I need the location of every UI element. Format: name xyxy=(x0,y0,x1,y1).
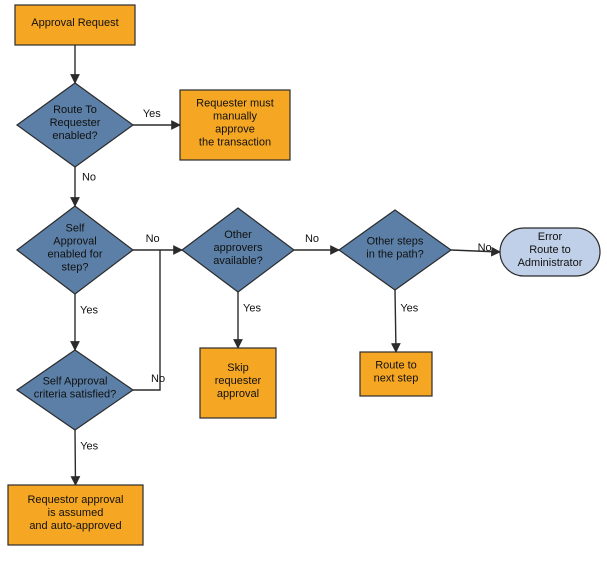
edge-label: Yes xyxy=(243,303,261,315)
svg-text:Approval Request: Approval Request xyxy=(31,17,118,29)
svg-text:Other stepsin the path?: Other stepsin the path? xyxy=(366,236,424,261)
node-start: Approval Request xyxy=(15,5,135,45)
node-d_route: Route ToRequesterenabled? xyxy=(17,83,133,167)
node-d_other_steps: Other stepsin the path? xyxy=(339,210,451,290)
edge-label: Yes xyxy=(400,303,418,315)
svg-text:Route ToRequesterenabled?: Route ToRequesterenabled? xyxy=(50,104,101,142)
edge xyxy=(395,290,396,352)
edge-label: Yes xyxy=(143,108,161,120)
node-t_error: ErrorRoute toAdministrator xyxy=(500,228,600,276)
node-p_auto: Requestor approvalis assumedand auto-app… xyxy=(8,485,143,545)
edge-label: Yes xyxy=(80,305,98,317)
svg-text:Self Approvalcriteria satisfie: Self Approvalcriteria satisfied? xyxy=(34,376,117,401)
edge-label: No xyxy=(305,233,319,245)
node-d_self_criteria: Self Approvalcriteria satisfied? xyxy=(17,350,133,430)
edge-label: No xyxy=(146,233,160,245)
edge-label: Yes xyxy=(80,440,98,452)
edge-label: No xyxy=(151,373,165,385)
node-p_skip: Skiprequesterapproval xyxy=(200,348,276,418)
node-d_self_enabled: SelfApprovalenabled forstep? xyxy=(17,206,133,294)
edge xyxy=(451,250,500,252)
edge xyxy=(133,250,160,390)
node-p_manual: Requester mustmanuallyapprovethe transac… xyxy=(180,90,290,160)
node-p_next: Route tonext step xyxy=(360,352,432,396)
node-d_other_appr: Otherapproversavailable? xyxy=(182,208,294,292)
flowchart-canvas: Yes No No Yes No Yes No Yes Yes No Approval Reques… xyxy=(0,0,607,565)
edge-label: No xyxy=(82,172,96,184)
svg-text:Route tonext step: Route tonext step xyxy=(374,360,419,385)
edge-label: No xyxy=(478,242,492,254)
edge xyxy=(75,430,76,485)
